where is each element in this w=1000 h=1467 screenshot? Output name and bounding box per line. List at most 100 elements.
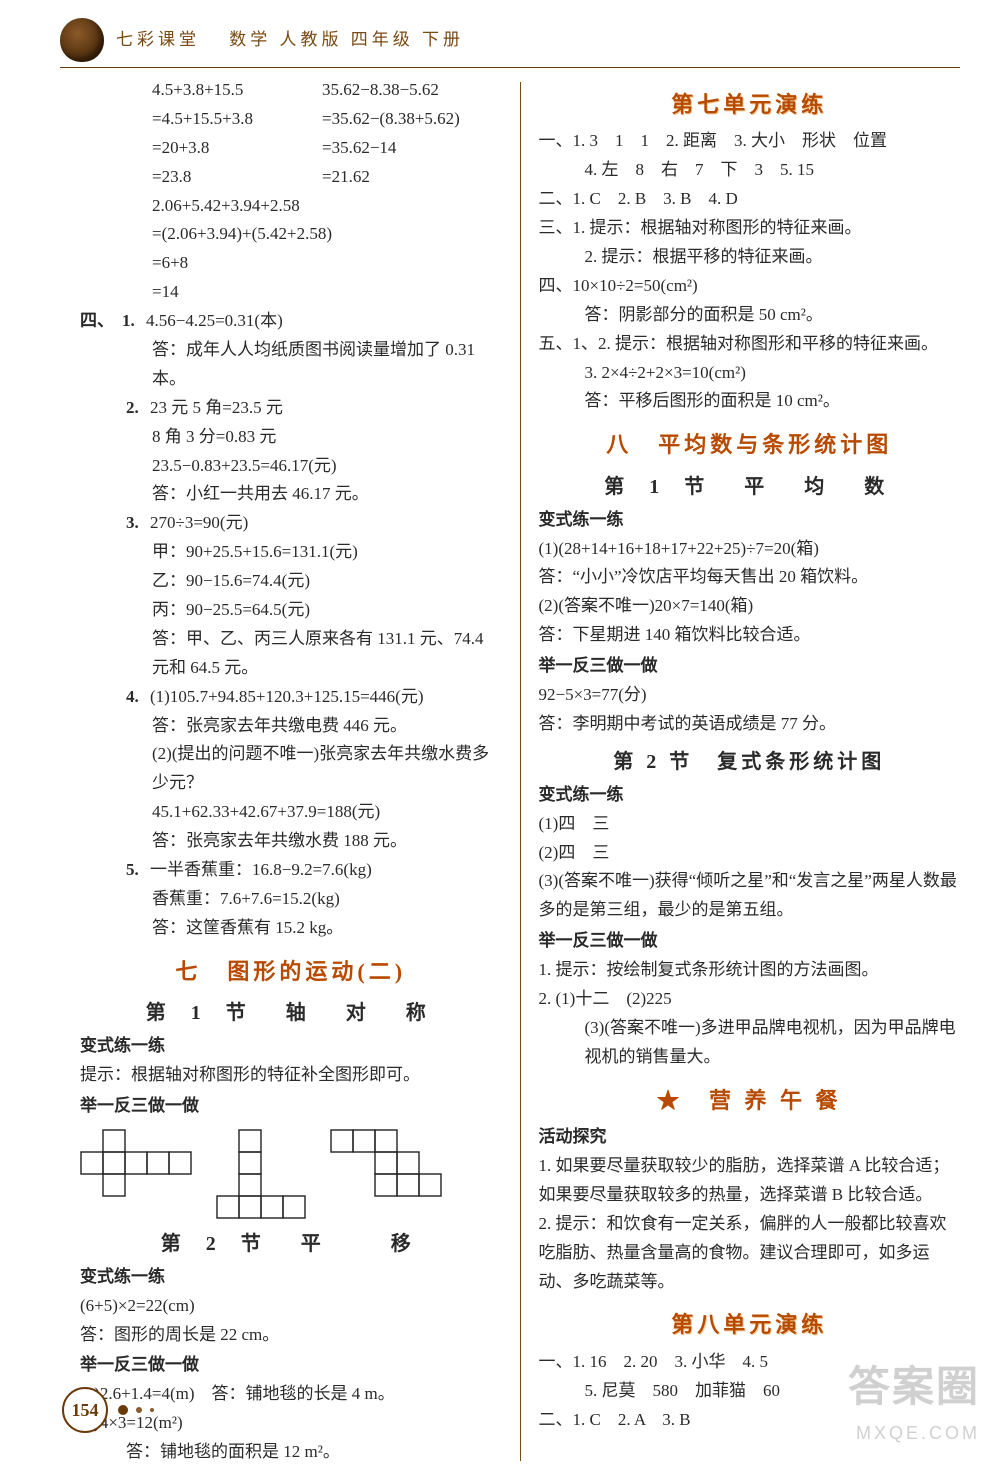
text: (1)105.7+94.85+120.3+125.15=446(元) (150, 687, 424, 706)
text: 答：李明期中考试的英语成绩是 77 分。 (539, 710, 961, 739)
subhead: 变式练一练 (80, 1263, 502, 1292)
eq: =23.8 (152, 163, 322, 192)
content-columns: 4.5+3.8+15.5 =4.5+15.5+3.8 =20+3.8 =23.8… (0, 70, 1000, 1467)
lunch-title: ★ 营 养 午 餐 (539, 1082, 961, 1119)
section-title: 第 1 节 轴 对 称 (80, 996, 502, 1030)
text: 一、1. 16 2. 20 3. 小华 4. 5 (539, 1348, 961, 1377)
header-rule (60, 67, 960, 68)
eq: =14 (152, 278, 502, 307)
qnum: 2. (126, 394, 150, 423)
eq: =21.62 (322, 163, 492, 192)
text: 23 元 5 角=23.5 元 (150, 398, 283, 417)
symmetry-figures (80, 1129, 502, 1219)
eq: =4.5+15.5+3.8 (152, 105, 322, 134)
text: 5. 尼莫 580 加菲猫 60 (539, 1377, 961, 1406)
subhead: 活动探究 (539, 1123, 961, 1152)
grid-figure (80, 1129, 192, 1197)
subhead: 变式练一练 (539, 781, 961, 810)
text: 4. 左 8 右 7 下 3 5. 15 (539, 156, 961, 185)
page-number-badge: 154 (62, 1387, 162, 1433)
text: 丙：90−25.5=64.5(元) (80, 596, 502, 625)
text: 答：图形的周长是 22 cm。 (80, 1321, 502, 1350)
left-column: 4.5+3.8+15.5 =4.5+15.5+3.8 =20+3.8 =23.8… (80, 76, 520, 1467)
logo-icon (60, 18, 104, 62)
text: 1. 如果要尽量获取较少的脂肪，选择菜谱 A 比较合适；如果要尽量获取较多的热量… (539, 1152, 961, 1210)
qnum: 3. (126, 509, 150, 538)
q4-4: 4.(1)105.7+94.85+120.3+125.15=446(元) (80, 683, 502, 712)
text: 3. 2×4÷2+2×3=10(cm²) (539, 359, 961, 388)
text: 四、10×10÷2=50(cm²) (539, 272, 961, 301)
unit-8-test-title: 第八单元演练 (539, 1306, 961, 1343)
eq-block-1: 4.5+3.8+15.5 =4.5+15.5+3.8 =20+3.8 =23.8… (80, 76, 502, 192)
section-title: 第 2 节 复式条形统计图 (539, 745, 961, 779)
text: 乙：90−15.6=74.4(元) (80, 567, 502, 596)
text: 23.5−0.83+23.5=46.17(元) (80, 452, 502, 481)
page-number: 154 (62, 1387, 108, 1433)
text: 答：平移后图形的面积是 10 cm²。 (539, 387, 961, 416)
eq: 35.62−8.38−5.62 (322, 76, 492, 105)
text: 提示：根据轴对称图形的特征补全图形即可。 (80, 1061, 502, 1090)
text: 答：这筐香蕉有 15.2 kg。 (80, 914, 502, 943)
text: 二、1. C 2. B 3. B 4. D (539, 185, 961, 214)
text: (6+5)×2=22(cm) (80, 1292, 502, 1321)
sec-label: 四、 (80, 307, 122, 336)
text: 2. 提示：根据平移的特征来画。 (539, 243, 961, 272)
text: 二、1. C 2. A 3. B (539, 1406, 961, 1435)
text: 答：阴影部分的面积是 50 cm²。 (539, 301, 961, 330)
q4-3: 3.270÷3=90(元) (80, 509, 502, 538)
text: (2)(提出的问题不唯一)张亮家去年共缴水费多少元？ (80, 740, 502, 798)
text: 45.1+62.33+42.67+37.9=188(元) (80, 798, 502, 827)
text: 答：“小小”冷饮店平均每天售出 20 箱饮料。 (539, 563, 961, 592)
text: 8 角 3 分=0.83 元 (80, 423, 502, 452)
text: (3)(答案不唯一)多进甲品牌电视机，因为甲品牌电视机的销售量大。 (539, 1014, 961, 1072)
edition: 人教版 (280, 30, 343, 49)
subject: 数学 (229, 30, 271, 49)
eq: =35.62−14 (322, 134, 492, 163)
subhead: 举一反三做一做 (539, 652, 961, 681)
grid-figure (216, 1129, 306, 1219)
text: (3)(答案不唯一)获得“倾听之星”和“发言之星”两星人数最多的是第三组，最少的… (539, 867, 961, 925)
text: 一半香蕉重：16.8−9.2=7.6(kg) (150, 860, 372, 879)
q4-2: 2.23 元 5 角=23.5 元 (80, 394, 502, 423)
unit-7-title: 七 图形的运动(二) (80, 953, 502, 990)
text: 92−5×3=77(分) (539, 681, 961, 710)
eq-block-2: 2.06+5.42+3.94+2.58 =(2.06+3.94)+(5.42+2… (80, 192, 502, 308)
eq: =20+3.8 (152, 134, 322, 163)
subhead: 举一反三做一做 (80, 1351, 502, 1380)
section-title: 第 1 节 平 均 数 (539, 470, 961, 504)
text: 2. (1)十二 (2)225 (539, 985, 961, 1014)
text: 甲：90+25.5+15.6=131.1(元) (80, 538, 502, 567)
text: 三、1. 提示：根据轴对称图形的特征来画。 (539, 214, 961, 243)
unit-7-test-title: 第七单元演练 (539, 86, 961, 123)
right-column: 第七单元演练 一、1. 3 1 1 2. 距离 3. 大小 形状 位置 4. 左… (521, 76, 961, 1467)
text: 五、1、2. 提示：根据轴对称图形和平移的特征来画。 (539, 330, 961, 359)
subhead: 变式练一练 (539, 506, 961, 535)
page-header: 七彩课堂 数学 人教版 四年级 下册 (0, 0, 1000, 70)
eq: 2.06+5.42+3.94+2.58 (152, 192, 502, 221)
unit-8-title: 八 平均数与条形统计图 (539, 426, 961, 463)
text: (2)四 三 (539, 839, 961, 868)
text: 答：小红一共用去 46.17 元。 (80, 480, 502, 509)
term: 下册 (422, 30, 464, 49)
qnum: 5. (126, 856, 150, 885)
subhead: 举一反三做一做 (539, 927, 961, 956)
header-text: 七彩课堂 数学 人教版 四年级 下册 (116, 26, 464, 55)
text: (1)四 三 (539, 810, 961, 839)
eq: =35.62−(8.38+5.62) (322, 105, 492, 134)
text: 答：张亮家去年共缴水费 188 元。 (80, 827, 502, 856)
eq: =6+8 (152, 249, 502, 278)
text: 答：张亮家去年共缴电费 446 元。 (80, 712, 502, 741)
section-title: 第 2 节 平 移 (80, 1227, 502, 1261)
q4-1: 四、1.4.56−4.25=0.31(本) (80, 307, 502, 336)
subhead: 举一反三做一做 (80, 1092, 502, 1121)
text: 香蕉重：7.6+7.6=15.2(kg) (80, 885, 502, 914)
text: (1)(28+14+16+18+17+22+25)÷7=20(箱) (539, 535, 961, 564)
qnum: 4. (126, 683, 150, 712)
dot-icon (118, 1405, 128, 1415)
grade: 四年级 (351, 30, 414, 49)
q4-5: 5.一半香蕉重：16.8−9.2=7.6(kg) (80, 856, 502, 885)
text: 答：下星期进 140 箱饮料比较合适。 (539, 621, 961, 650)
eq: =(2.06+3.94)+(5.42+2.58) (152, 220, 502, 249)
text: 答：甲、乙、丙三人原来各有 131.1 元、74.4 元和 64.5 元。 (80, 625, 502, 683)
qnum: 1. (122, 307, 146, 336)
